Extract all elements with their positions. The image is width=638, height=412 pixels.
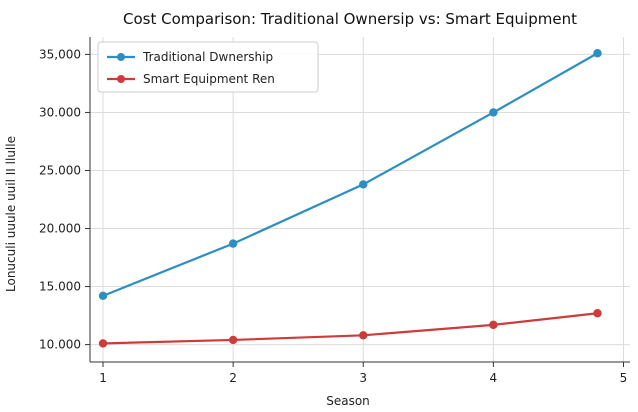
data-point xyxy=(489,108,498,117)
data-point xyxy=(593,49,602,58)
x-tick-label: 4 xyxy=(490,371,498,385)
y-axis-label: Lonuculi uuule uuil II llulle xyxy=(4,136,18,292)
legend: Traditional Dwnership Smart Equipment Ren xyxy=(97,41,319,93)
y-tick-label: 10.000 xyxy=(39,338,81,352)
legend-swatch-marker xyxy=(117,53,125,61)
data-point xyxy=(98,339,108,348)
y-tick-label: 30.000 xyxy=(39,105,81,119)
data-point xyxy=(98,291,108,301)
x-tick-label: 2 xyxy=(229,371,237,385)
y-tick-label: 15.000 xyxy=(39,280,81,294)
legend-swatch-marker xyxy=(117,75,125,83)
data-point xyxy=(359,180,368,189)
data-point xyxy=(228,239,238,248)
x-tick-label: 1 xyxy=(99,371,107,385)
data-point xyxy=(593,309,602,318)
series-line-1 xyxy=(102,312,598,345)
legend-box xyxy=(97,41,319,93)
ticks: 1 2 3 4 5 10.000 15.000 20.000 25.000 30.000 35,00… xyxy=(39,47,627,385)
x-tick-label: 5 xyxy=(620,371,628,385)
y-tick-label: 35,000 xyxy=(39,47,81,61)
series xyxy=(98,49,602,348)
x-axis-label: Season xyxy=(326,394,370,408)
y-tick-label: 20.000 xyxy=(39,222,81,236)
axes xyxy=(89,37,630,363)
data-point xyxy=(228,335,238,345)
legend-label: Traditional Dwnership xyxy=(142,50,273,64)
x-tick-label: 3 xyxy=(359,371,367,385)
chart-title: Cost Comparison: Traditional Ownersip vs… xyxy=(123,10,577,28)
legend-label: Smart Equipment Ren xyxy=(143,72,275,86)
y-tick-label: 25.000 xyxy=(39,163,81,177)
data-point xyxy=(489,320,498,330)
data-point xyxy=(359,331,368,340)
